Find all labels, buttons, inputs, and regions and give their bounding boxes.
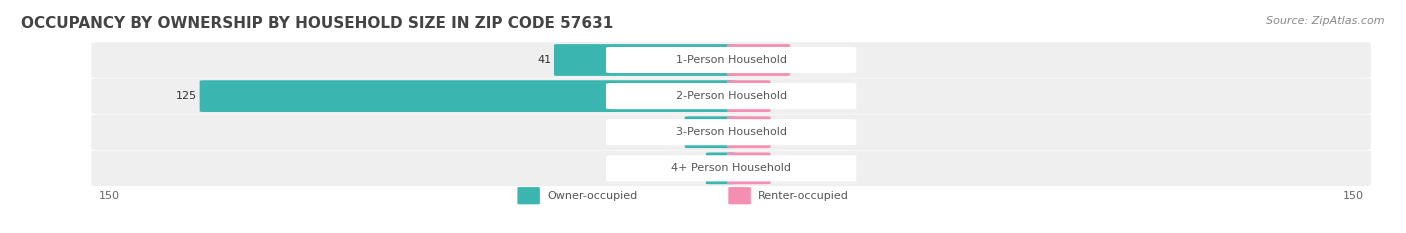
Text: 150: 150 (1343, 191, 1364, 201)
FancyBboxPatch shape (91, 42, 1371, 78)
Text: 2-Person Household: 2-Person Household (675, 91, 787, 101)
FancyBboxPatch shape (727, 152, 770, 184)
FancyBboxPatch shape (606, 119, 856, 145)
FancyBboxPatch shape (606, 155, 856, 182)
Text: 125: 125 (176, 91, 197, 101)
FancyBboxPatch shape (606, 83, 856, 109)
Text: 41: 41 (537, 55, 551, 65)
FancyBboxPatch shape (554, 44, 735, 76)
Text: Source: ZipAtlas.com: Source: ZipAtlas.com (1267, 16, 1385, 26)
Text: 13: 13 (793, 55, 807, 65)
FancyBboxPatch shape (727, 116, 770, 148)
FancyBboxPatch shape (685, 116, 735, 148)
Text: 150: 150 (98, 191, 120, 201)
FancyBboxPatch shape (517, 187, 540, 204)
FancyBboxPatch shape (727, 44, 790, 76)
Text: 0: 0 (773, 127, 780, 137)
FancyBboxPatch shape (728, 187, 751, 204)
FancyBboxPatch shape (706, 152, 735, 184)
Text: 1-Person Household: 1-Person Household (676, 55, 786, 65)
FancyBboxPatch shape (606, 47, 856, 73)
Text: 0: 0 (773, 91, 780, 101)
FancyBboxPatch shape (91, 114, 1371, 150)
Text: 3-Person Household: 3-Person Household (676, 127, 786, 137)
Text: 4+ Person Household: 4+ Person Household (671, 163, 792, 173)
Text: OCCUPANCY BY OWNERSHIP BY HOUSEHOLD SIZE IN ZIP CODE 57631: OCCUPANCY BY OWNERSHIP BY HOUSEHOLD SIZE… (21, 16, 613, 31)
Text: Renter-occupied: Renter-occupied (758, 191, 849, 201)
Text: 0: 0 (773, 163, 780, 173)
FancyBboxPatch shape (200, 80, 735, 112)
FancyBboxPatch shape (91, 151, 1371, 186)
Text: 10: 10 (668, 127, 682, 137)
Text: Owner-occupied: Owner-occupied (547, 191, 637, 201)
FancyBboxPatch shape (727, 80, 770, 112)
FancyBboxPatch shape (91, 78, 1371, 114)
Text: 5: 5 (696, 163, 703, 173)
